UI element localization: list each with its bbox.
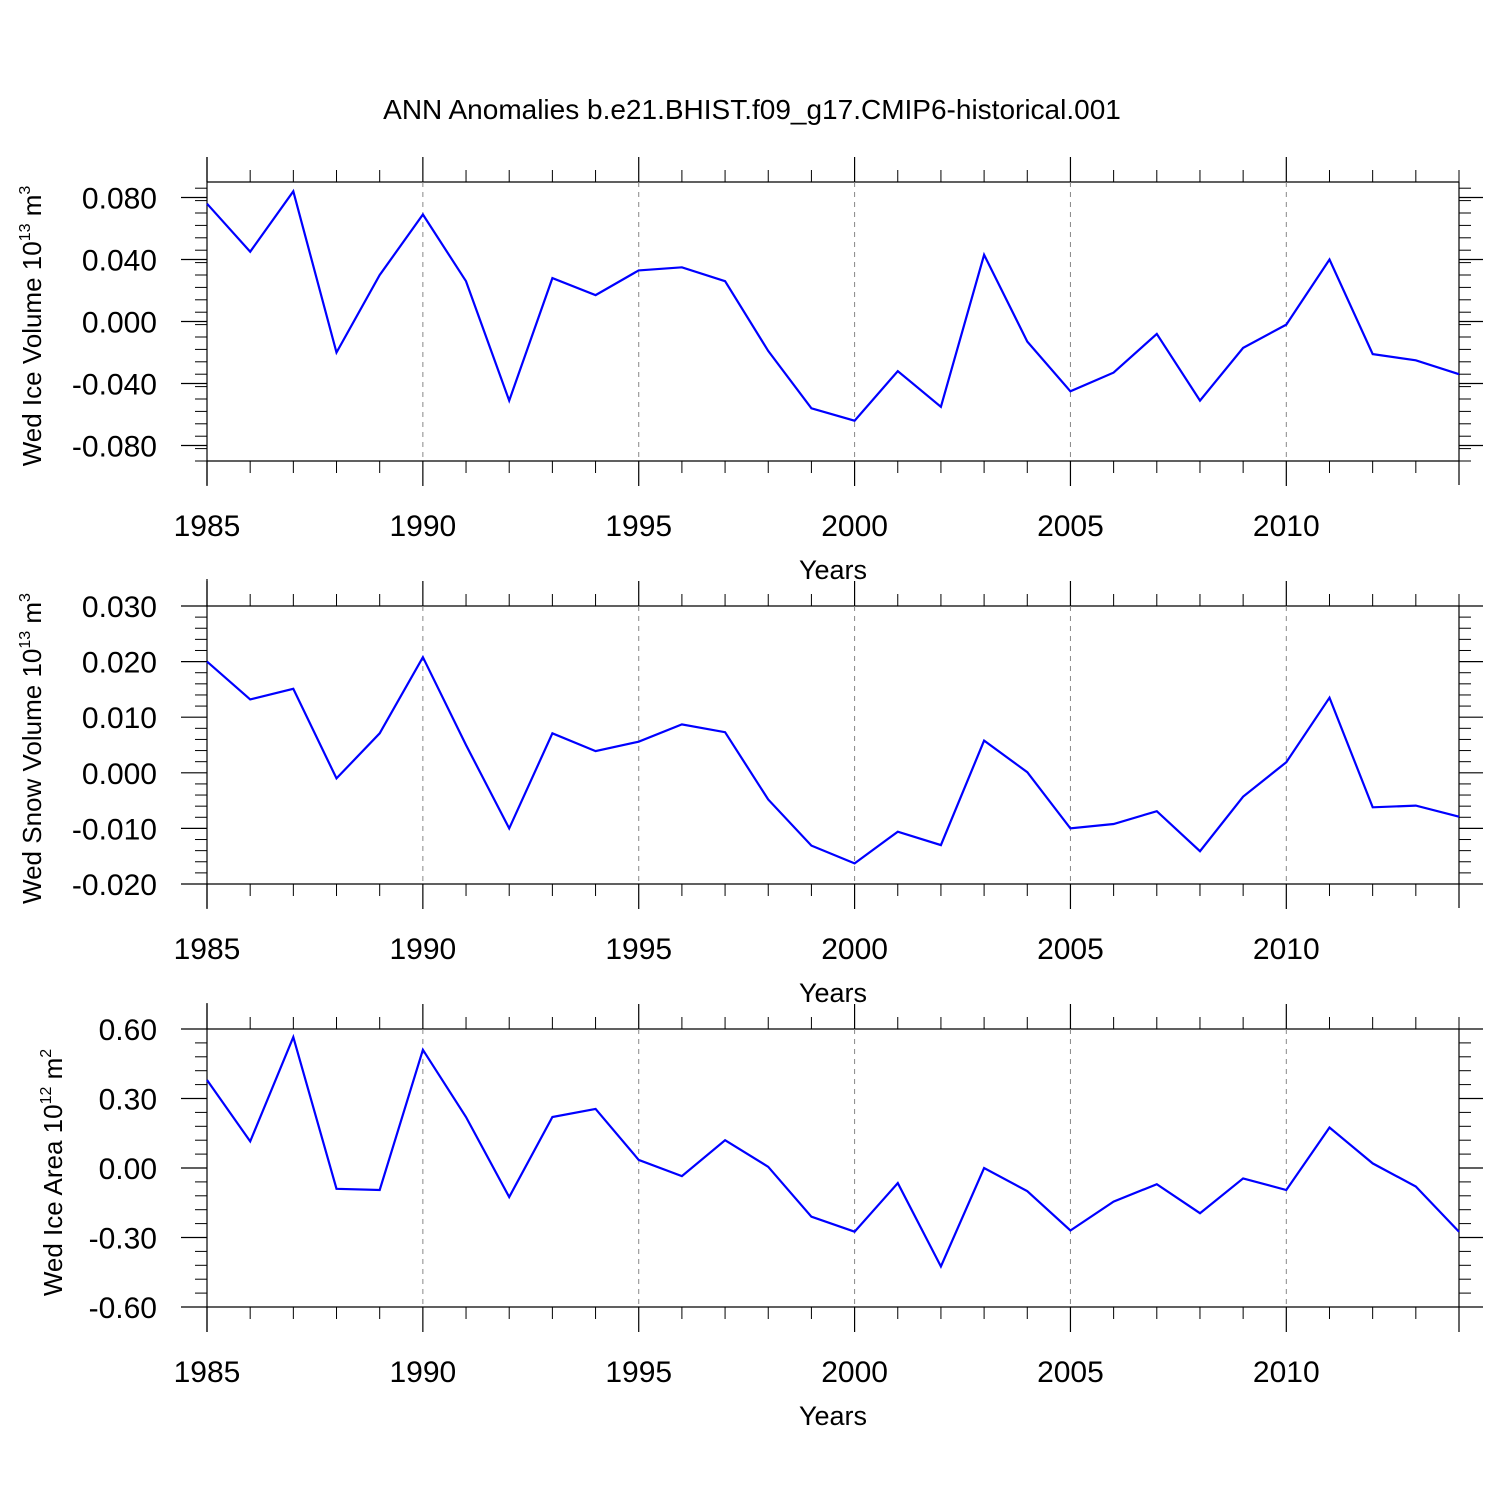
series-line bbox=[206, 1033, 1460, 1270]
x-tick-label: 2005 bbox=[1037, 933, 1104, 966]
x-tick-label: 2010 bbox=[1253, 510, 1320, 543]
y-tick-label: -0.080 bbox=[72, 431, 157, 464]
x-axis-title: Years bbox=[799, 978, 867, 1008]
x-tick-label: 1990 bbox=[389, 1356, 456, 1389]
panel-3: 1985 1990 1995 2000 2005 2010 -0.60 -0.30 0.00 0.… bbox=[38, 1003, 1483, 1431]
y-tick-label: -0.020 bbox=[72, 869, 157, 902]
y-axis-title: Wed Ice Area 1012 m2 bbox=[38, 1049, 68, 1296]
y-axis-title: Wed Ice Volume 1013 m3 bbox=[17, 186, 47, 467]
x-tick-label: 1985 bbox=[174, 510, 241, 543]
y-tick-label: 0.040 bbox=[82, 245, 157, 278]
panels-container: 1985 1990 1995 2000 2005 2010 -0.080 -0.040 0.00… bbox=[17, 157, 1483, 1431]
y-axis-title: Wed Snow Volume 1013 m3 bbox=[17, 593, 47, 904]
x-tick-label: 1995 bbox=[605, 933, 672, 966]
y-tick-label: 0.080 bbox=[82, 183, 157, 216]
y-axis-title-unit: m bbox=[17, 195, 47, 224]
series-line bbox=[206, 654, 1460, 865]
y-axis-title-unit-exponent: 3 bbox=[17, 593, 34, 602]
x-tick-label: 2005 bbox=[1037, 1356, 1104, 1389]
x-tick-label: 1990 bbox=[389, 510, 456, 543]
y-tick-label: 0.020 bbox=[82, 647, 157, 680]
y-axis-title-main: Wed Ice Volume 10 bbox=[17, 241, 47, 466]
x-axis-title: Years bbox=[799, 555, 867, 585]
y-tick-label: 0.00 bbox=[99, 1153, 157, 1186]
panel-1: 1985 1990 1995 2000 2005 2010 -0.080 -0.040 0.00… bbox=[17, 157, 1483, 585]
x-tick-label: 1985 bbox=[174, 933, 241, 966]
y-axis-title-unit-exponent: 3 bbox=[17, 186, 34, 195]
y-tick-label: -0.60 bbox=[89, 1292, 157, 1325]
y-tick-label: 0.000 bbox=[82, 758, 157, 791]
y-tick-label: 0.000 bbox=[82, 307, 157, 340]
y-axis-title-main: Wed Snow Volume 10 bbox=[17, 649, 47, 904]
y-tick-label: 0.60 bbox=[99, 1014, 157, 1047]
y-tick-label: -0.30 bbox=[89, 1223, 157, 1256]
x-tick-label: 1985 bbox=[174, 1356, 241, 1389]
y-axis-title-unit-exponent: 2 bbox=[38, 1049, 55, 1058]
series-line bbox=[206, 188, 1460, 422]
y-axis-title-unit: m bbox=[38, 1058, 68, 1087]
x-tick-label: 2005 bbox=[1037, 510, 1104, 543]
x-tick-label: 1990 bbox=[389, 933, 456, 966]
y-tick-label: -0.010 bbox=[72, 813, 157, 846]
x-tick-label: 2000 bbox=[821, 933, 888, 966]
x-tick-label: 1995 bbox=[605, 510, 672, 543]
y-axis-title-unit: m bbox=[17, 602, 47, 631]
x-tick-label: 2010 bbox=[1253, 1356, 1320, 1389]
y-tick-label: -0.040 bbox=[72, 369, 157, 402]
y-axis-title-exponent: 13 bbox=[17, 223, 34, 241]
y-axis-title-exponent: 12 bbox=[38, 1087, 55, 1105]
y-axis-title-main: Wed Ice Area 10 bbox=[38, 1104, 68, 1296]
x-tick-label: 1995 bbox=[605, 1356, 672, 1389]
y-tick-label: 0.010 bbox=[82, 702, 157, 735]
panel-2: 1985 1990 1995 2000 2005 2010 -0.020 -0.010 0.00… bbox=[17, 579, 1483, 1008]
y-axis-title-exponent: 13 bbox=[17, 631, 34, 649]
x-tick-label: 2000 bbox=[821, 1356, 888, 1389]
y-tick-label: 0.30 bbox=[99, 1084, 157, 1117]
y-tick-label: 0.030 bbox=[82, 591, 157, 624]
x-tick-label: 2010 bbox=[1253, 933, 1320, 966]
x-axis-title: Years bbox=[799, 1401, 867, 1431]
chart-title: ANN Anomalies b.e21.BHIST.f09_g17.CMIP6-… bbox=[383, 94, 1121, 125]
x-tick-label: 2000 bbox=[821, 510, 888, 543]
